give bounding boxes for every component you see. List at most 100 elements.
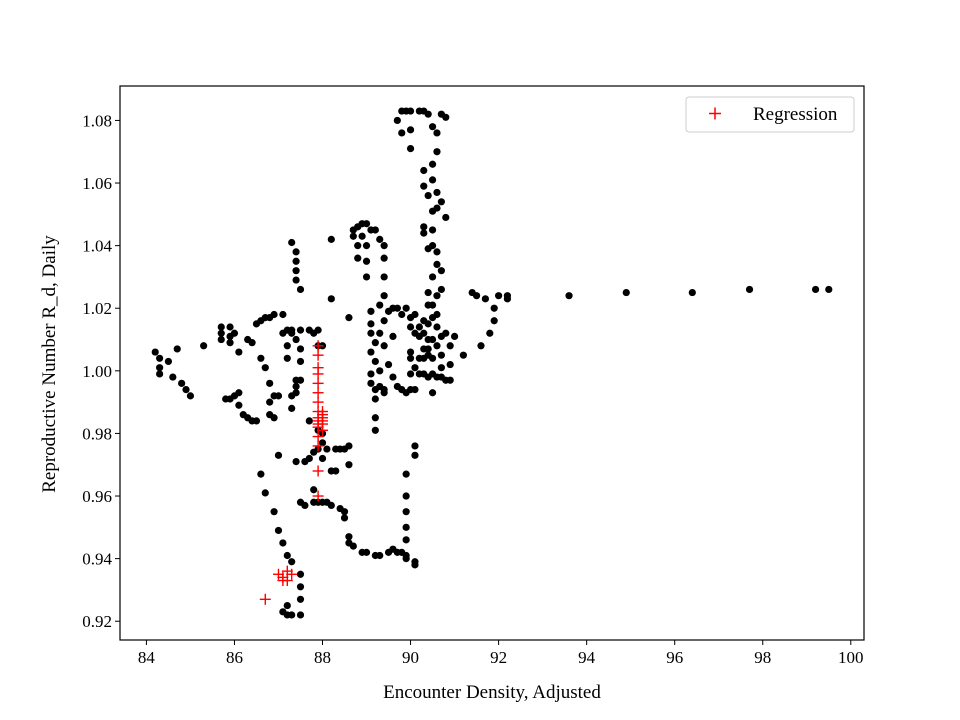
data-point <box>217 335 225 344</box>
data-point <box>411 364 419 372</box>
data-point <box>274 526 283 535</box>
x-tick-label: 94 <box>578 648 596 667</box>
data-point <box>490 317 498 325</box>
data-point <box>437 198 445 206</box>
data-point <box>433 310 441 319</box>
data-point <box>296 326 305 334</box>
data-point <box>406 348 415 356</box>
data-point <box>292 382 300 391</box>
data-point <box>406 354 415 362</box>
data-point <box>354 254 362 262</box>
x-tick-label: 86 <box>226 648 243 667</box>
y-tick-label: 1.06 <box>82 174 112 193</box>
regression-point <box>312 349 324 361</box>
data-point <box>288 558 296 566</box>
data-point <box>380 389 388 397</box>
regression-point <box>312 490 324 502</box>
data-point <box>424 110 432 118</box>
data-point <box>288 404 296 412</box>
data-point <box>477 342 485 350</box>
data-point <box>402 304 410 312</box>
data-point <box>376 235 384 243</box>
data-point <box>288 326 296 334</box>
data-point <box>437 285 445 294</box>
data-point <box>825 285 833 294</box>
data-point <box>371 395 379 403</box>
y-axis: 0.92 0.94 0.96 0.98 1.00 1.02 1.04 1.06 1.08 <box>82 111 120 631</box>
data-point <box>406 323 415 331</box>
data-point <box>380 342 388 350</box>
data-point <box>389 332 397 340</box>
data-point <box>283 354 291 362</box>
data-point <box>345 461 353 469</box>
data-point <box>433 148 441 156</box>
data-point <box>314 326 322 334</box>
data-point <box>380 242 388 250</box>
data-point <box>305 454 313 463</box>
x-tick-label: 92 <box>490 648 507 667</box>
data-point <box>169 373 177 381</box>
data-point <box>411 561 419 569</box>
data-point <box>340 514 349 522</box>
data-point <box>226 323 234 331</box>
data-point <box>279 310 287 319</box>
data-point <box>349 542 357 550</box>
regression-point <box>281 575 293 587</box>
data-point <box>433 248 441 256</box>
data-point <box>433 323 441 331</box>
data-point <box>156 354 164 362</box>
data-point <box>428 354 437 362</box>
data-point <box>446 360 454 369</box>
data-point <box>301 501 309 510</box>
regression-point <box>259 593 271 605</box>
data-point <box>367 329 375 337</box>
regression-point <box>317 406 329 418</box>
data-point <box>376 551 384 560</box>
data-point <box>380 254 388 262</box>
data-point <box>266 398 274 406</box>
data-point <box>376 329 384 337</box>
data-point <box>235 389 243 397</box>
data-point <box>411 386 419 394</box>
data-point <box>296 570 305 578</box>
data-point <box>442 329 450 337</box>
data-point <box>292 248 300 256</box>
data-point <box>217 323 225 331</box>
data-point <box>428 242 437 250</box>
data-point <box>296 611 305 619</box>
data-point <box>424 288 432 297</box>
data-point <box>424 320 432 328</box>
data-point <box>398 310 406 319</box>
data-point <box>384 360 393 369</box>
regression-point <box>312 465 324 477</box>
data-point <box>318 439 327 447</box>
data-point <box>428 335 437 344</box>
legend-marker-regression <box>709 107 721 120</box>
data-point <box>362 242 371 250</box>
data-point <box>428 176 437 184</box>
x-tick-label: 98 <box>754 648 771 667</box>
data-point <box>420 182 428 190</box>
data-point <box>296 583 305 591</box>
data-point <box>371 426 379 434</box>
data-point <box>292 335 300 344</box>
data-point <box>446 376 454 384</box>
data-point <box>200 342 208 350</box>
x-tick-label: 100 <box>838 648 864 667</box>
data-point <box>230 329 239 337</box>
x-tick-label: 96 <box>666 648 683 667</box>
data-point <box>406 144 415 153</box>
data-point <box>433 342 441 350</box>
data-point <box>420 166 428 175</box>
data-point <box>428 389 437 397</box>
regression-point <box>312 377 324 389</box>
data-point <box>279 539 287 547</box>
data-point <box>296 357 305 366</box>
data-point <box>437 351 445 359</box>
data-point <box>292 276 300 284</box>
data-point <box>349 232 357 240</box>
data-point <box>472 292 481 300</box>
legend-box <box>685 96 855 133</box>
data-point <box>164 357 173 366</box>
data-point <box>292 267 300 275</box>
